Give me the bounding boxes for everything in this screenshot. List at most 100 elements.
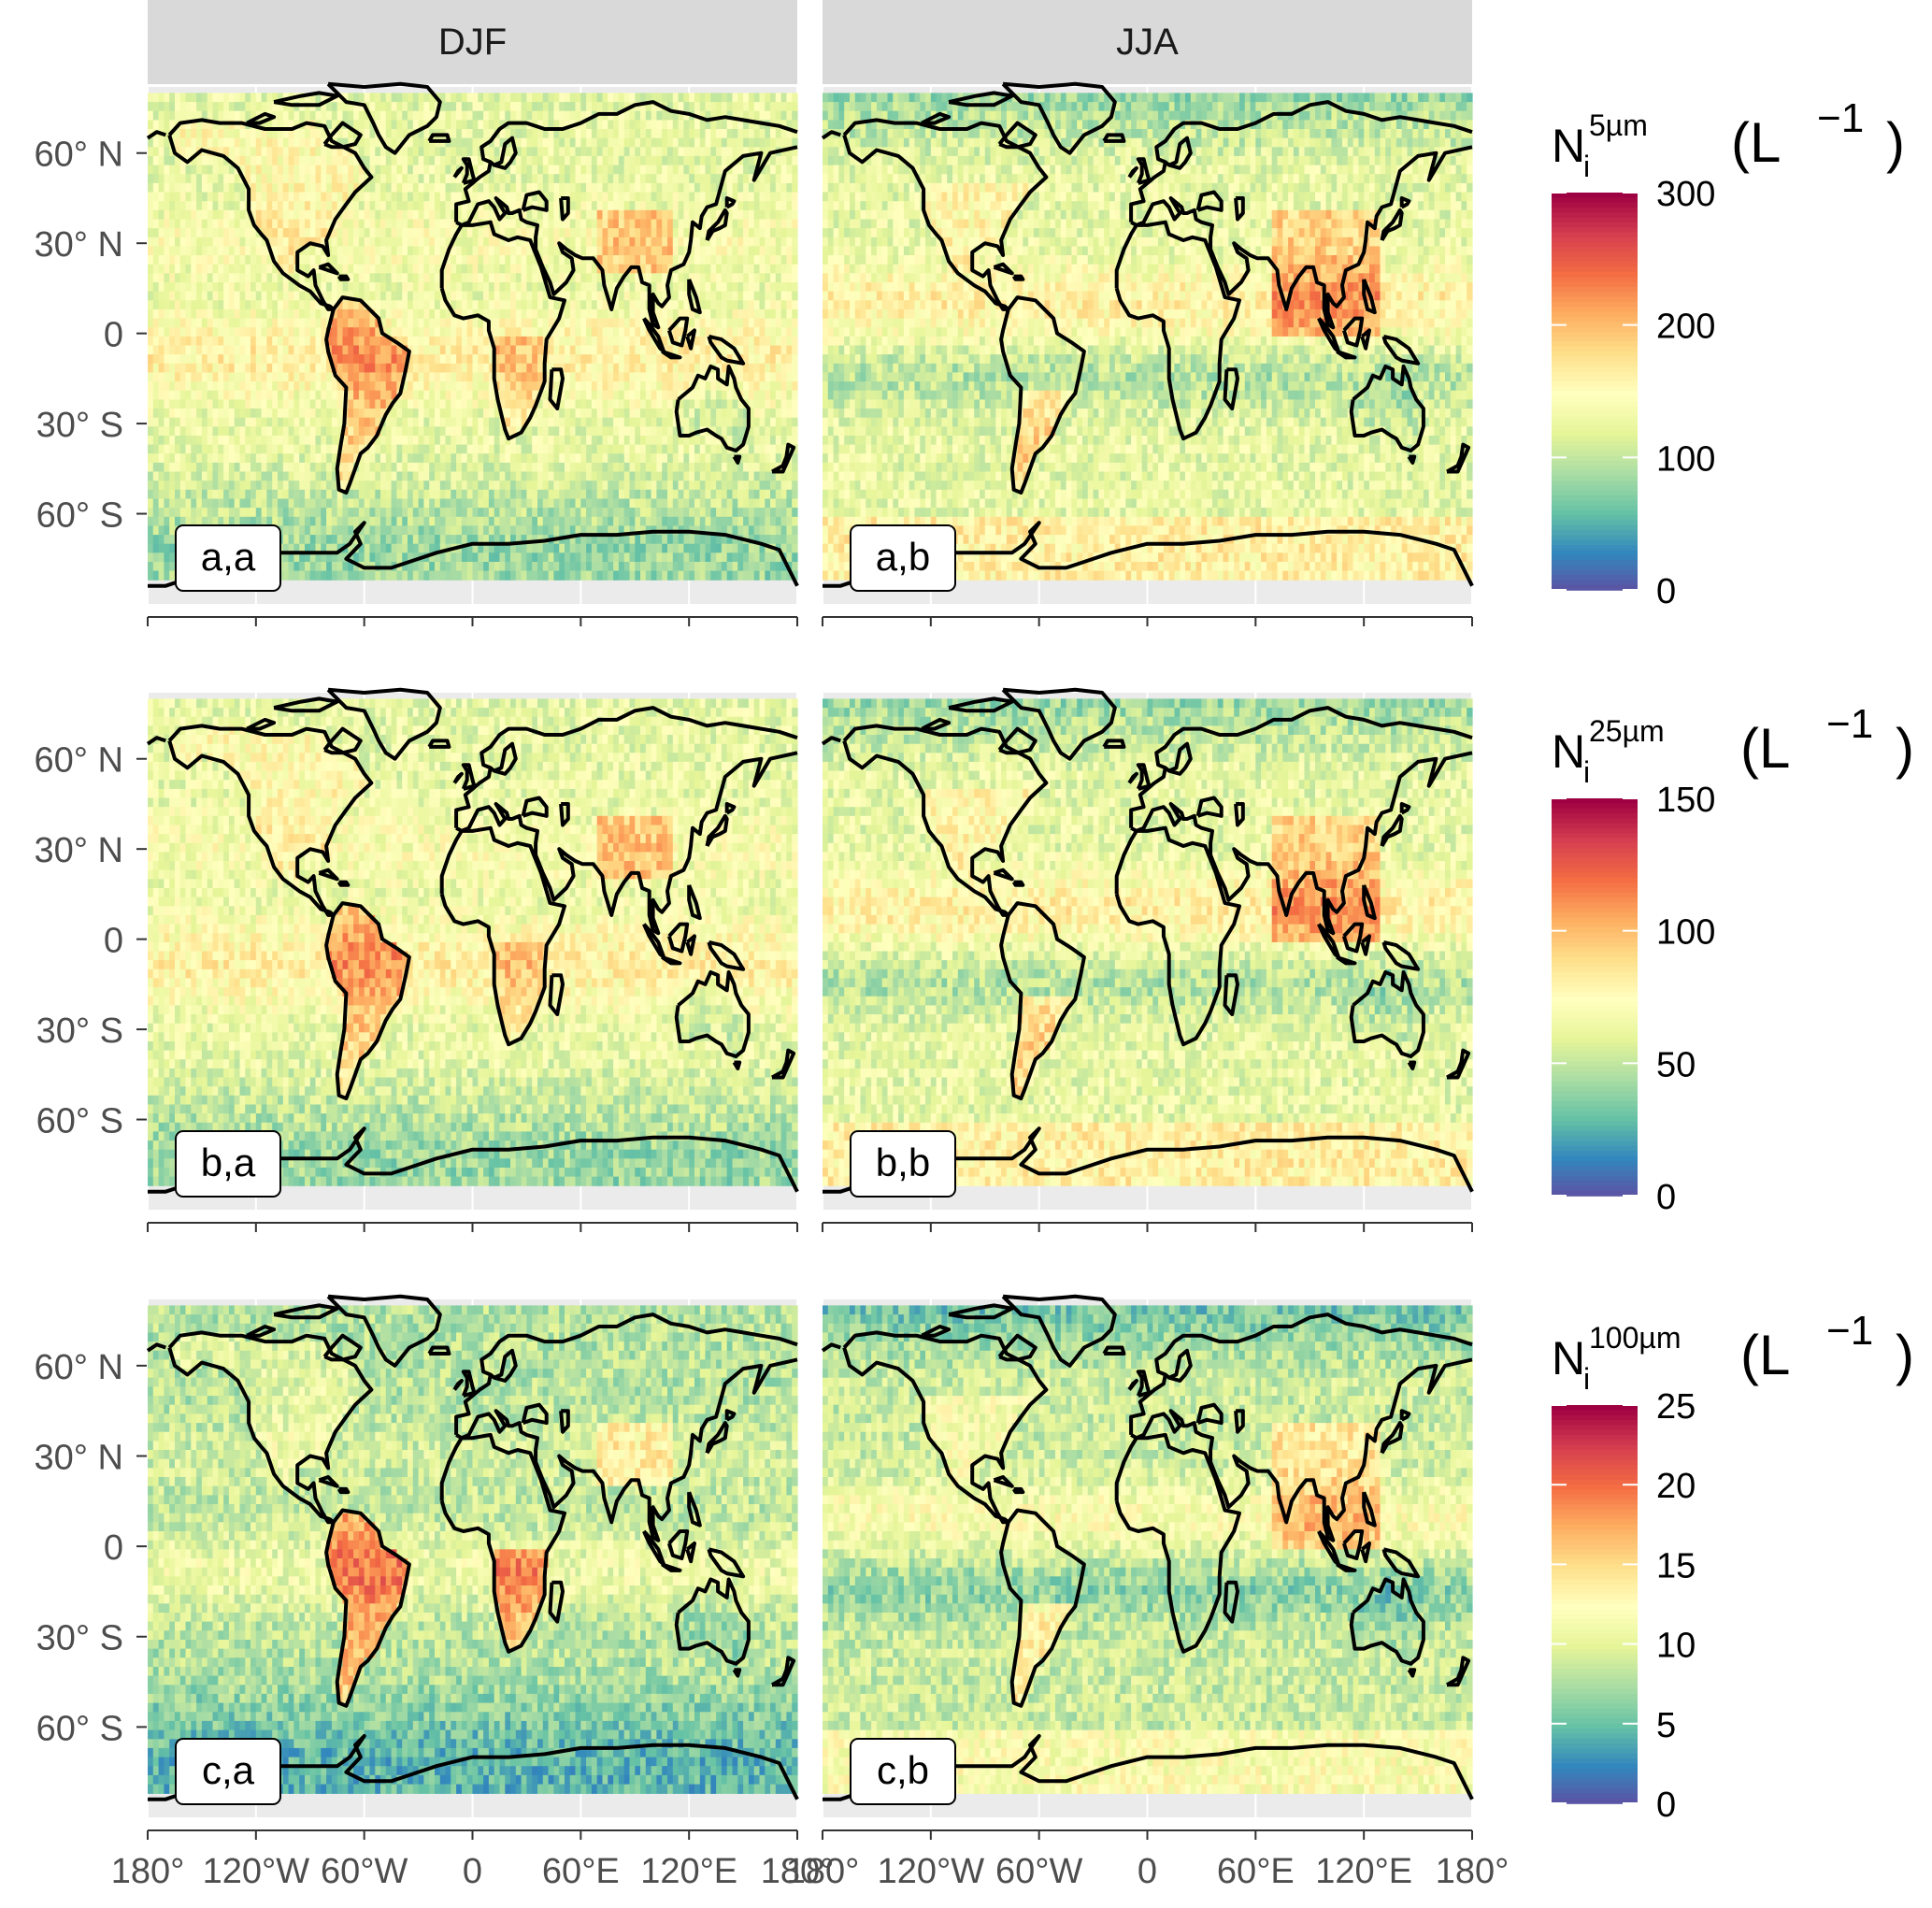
heatmap-cell [316, 183, 322, 193]
heatmap-cell [148, 337, 153, 346]
heatmap-cell [202, 463, 208, 472]
heatmap-cell [413, 228, 419, 237]
heatmap-cell [359, 354, 365, 364]
heatmap-cell [191, 237, 196, 247]
heatmap-cell [402, 201, 408, 210]
heatmap-cell [380, 193, 386, 202]
heatmap-cell [386, 571, 392, 581]
heatmap-cell [213, 364, 219, 373]
heatmap-cell [326, 499, 332, 509]
heatmap-cell [413, 453, 419, 463]
heatmap-cell [386, 300, 392, 309]
heatmap-cell [337, 525, 343, 535]
heatmap-cell [321, 562, 326, 571]
heatmap-cell [235, 174, 240, 183]
heatmap-cell [235, 426, 240, 436]
heatmap-cell [413, 517, 419, 526]
heatmap-cell [310, 372, 316, 381]
heatmap-cell [186, 463, 192, 472]
heatmap-cell [348, 364, 353, 373]
heatmap-cell [386, 282, 392, 292]
heatmap-cell [413, 273, 419, 282]
heatmap-cell [423, 354, 429, 364]
heatmap-cell [289, 517, 294, 526]
heatmap-cell [365, 255, 370, 265]
heatmap-cell [408, 453, 413, 463]
heatmap-cell [272, 445, 278, 454]
heatmap-cell [370, 381, 376, 391]
heatmap-cell [180, 436, 186, 445]
heatmap-cell [392, 292, 397, 301]
heatmap-cell [245, 337, 250, 346]
heatmap-cell [262, 265, 267, 274]
heatmap-cell [365, 535, 370, 544]
heatmap-cell [240, 309, 246, 319]
heatmap-cell [223, 300, 229, 309]
heatmap-cell [283, 499, 289, 509]
heatmap-cell [213, 436, 219, 445]
heatmap-cell [202, 364, 208, 373]
heatmap-cell [337, 409, 343, 418]
heatmap-cell [266, 453, 272, 463]
heatmap-cell [169, 319, 175, 328]
heatmap-cell [235, 481, 240, 490]
heatmap-cell [299, 525, 305, 535]
heatmap-cell [310, 381, 316, 391]
heatmap-cell [223, 319, 229, 328]
heatmap-cell [153, 93, 159, 102]
heatmap-cell [305, 391, 310, 400]
heatmap-cell [266, 265, 272, 274]
heatmap-cell [353, 309, 359, 319]
heatmap-cell [343, 246, 349, 255]
heatmap-cell [310, 111, 316, 121]
heatmap-cell [240, 409, 246, 418]
heatmap-cell [396, 193, 402, 202]
heatmap-cell [202, 165, 208, 175]
heatmap-cell [148, 354, 153, 364]
heatmap-cell [213, 391, 219, 400]
heatmap-cell [343, 255, 349, 265]
heatmap-cell [229, 292, 235, 301]
heatmap-cell [266, 391, 272, 400]
heatmap-cell [266, 499, 272, 509]
heatmap-cell [218, 309, 223, 319]
heatmap-cell [169, 364, 175, 373]
heatmap-cell [343, 562, 349, 571]
heatmap-cell [240, 129, 246, 138]
heatmap-cell [293, 453, 299, 463]
heatmap-cell [278, 282, 283, 292]
heatmap-cell [223, 499, 229, 509]
heatmap-cell [240, 481, 246, 490]
heatmap-cell [365, 138, 370, 148]
heatmap-cell [196, 265, 202, 274]
heatmap-cell [332, 381, 337, 391]
heatmap-cell [153, 246, 159, 255]
heatmap-cell [262, 426, 267, 436]
heatmap-cell [208, 220, 213, 229]
heatmap-cell [310, 138, 316, 148]
heatmap-cell [159, 265, 165, 274]
heatmap-cell [283, 381, 289, 391]
heatmap-cell [386, 102, 392, 111]
heatmap-cell [375, 399, 380, 409]
heatmap-cell [396, 174, 402, 183]
heatmap-cell [213, 399, 219, 409]
heatmap-cell [153, 381, 159, 391]
heatmap-cell [240, 300, 246, 309]
heatmap-cell [159, 453, 165, 463]
heatmap-cell [223, 228, 229, 237]
heatmap-cell [208, 300, 213, 309]
heatmap-cell [293, 220, 299, 229]
heatmap-cell [419, 201, 424, 210]
panel-5µm-djf: a,a [148, 84, 798, 626]
heatmap-cell [278, 337, 283, 346]
heatmap-cell [326, 391, 332, 400]
heatmap-cell [392, 372, 397, 381]
heatmap-cell [310, 147, 316, 156]
heatmap-cell [148, 282, 153, 292]
heatmap-cell [191, 193, 196, 202]
heatmap-cell [419, 490, 424, 499]
heatmap-cell [175, 364, 180, 373]
heatmap-cell [240, 111, 246, 121]
heatmap-cell [208, 508, 213, 517]
